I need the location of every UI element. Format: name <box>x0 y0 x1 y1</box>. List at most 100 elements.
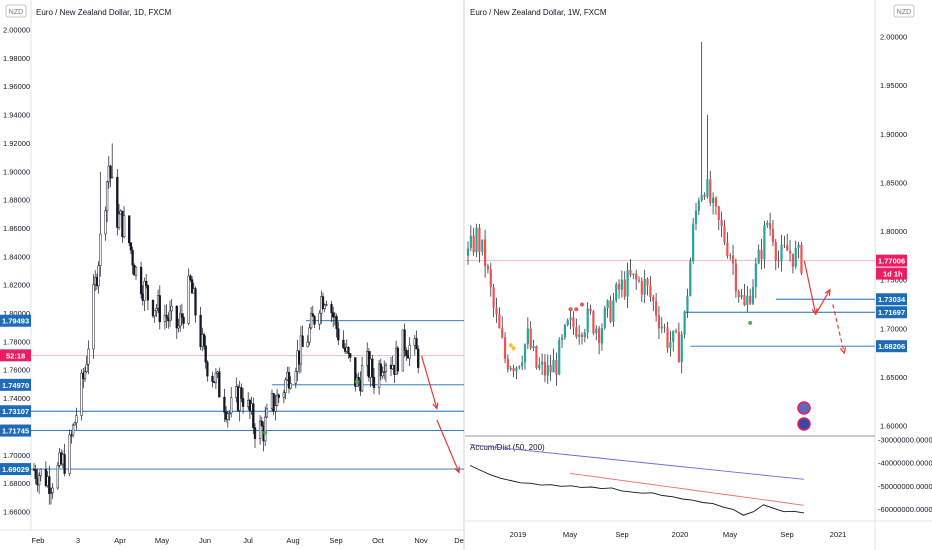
price-tick-label[interactable]: 1.65000 <box>880 373 907 382</box>
price-tick-label[interactable]: 1.78000 <box>3 337 30 346</box>
indicator-axis[interactable]: -30000000.000000 -40000000.000000 -5000000… <box>878 436 932 514</box>
left-chart-panel[interactable]: NZD Euro / New Zealand Dollar, 1D, FXCM … <box>0 0 465 550</box>
price-tick-label[interactable]: 1.92000 <box>3 139 30 148</box>
candle-body <box>783 244 786 246</box>
time-tick-label[interactable]: 2020 <box>672 530 689 539</box>
right-price-axis[interactable]: 2.00000 1.95000 1.90000 1.85000 1.80000 1.750… <box>880 33 907 431</box>
price-tick-label[interactable]: 1.88000 <box>3 196 30 205</box>
currency-badge[interactable]: NZD <box>5 4 27 18</box>
currency-badge[interactable]: NZD <box>893 4 915 18</box>
projection-arrow[interactable] <box>421 355 438 409</box>
candle-body <box>274 405 277 412</box>
indicator-title[interactable]: Accum/Dist (50, 200) <box>470 443 545 452</box>
time-tick-label[interactable]: Apr <box>114 536 126 545</box>
candle-body <box>481 239 484 252</box>
price-tick-label[interactable]: 1.85000 <box>880 178 907 187</box>
price-tick-label[interactable]: 1.94000 <box>3 111 30 120</box>
candle-body <box>538 364 541 369</box>
price-tick-label[interactable]: 1.70000 <box>3 451 30 460</box>
candle-body <box>746 295 749 306</box>
candle-body <box>92 284 95 350</box>
time-tick-label[interactable]: May <box>563 530 577 539</box>
price-tick-label[interactable]: 1.96000 <box>3 82 30 91</box>
candle-body <box>555 360 558 375</box>
price-tick-label[interactable]: 1.82000 <box>3 281 30 290</box>
price-tick-label[interactable]: 1.76000 <box>3 366 30 375</box>
price-tick-label[interactable]: 1.98000 <box>3 54 30 63</box>
candle-body <box>264 416 267 442</box>
price-tick-label[interactable]: 1.95000 <box>880 81 907 90</box>
candle-body <box>734 263 737 292</box>
indicator-tick-label[interactable]: -50000000.000000 <box>878 482 932 491</box>
time-tick-label[interactable]: 3 <box>76 536 80 545</box>
right-projection-arrows[interactable] <box>803 260 847 355</box>
candle-body <box>56 464 59 489</box>
right-horizontal-levels[interactable] <box>465 260 875 347</box>
time-tick-label[interactable]: Jul <box>243 536 253 545</box>
projection-arrow[interactable] <box>815 289 831 315</box>
candle-body <box>723 226 726 243</box>
candle-body <box>284 379 287 393</box>
time-tick-label[interactable]: Nov <box>414 536 428 545</box>
event-icon[interactable] <box>797 401 811 415</box>
candle-body <box>75 415 78 424</box>
price-tick-label[interactable]: 1.86000 <box>3 224 30 233</box>
time-tick-label[interactable]: Sep <box>329 536 342 545</box>
indicator-tick-label[interactable]: -30000000.000000 <box>878 436 932 445</box>
candle-body <box>794 247 797 267</box>
event-icon[interactable] <box>797 417 811 431</box>
right-time-axis[interactable]: 2019 May Sep 2020 May Sep 2021 <box>510 530 847 539</box>
candle-body <box>692 223 695 262</box>
projection-arrow[interactable] <box>803 260 817 315</box>
time-tick-label[interactable]: Feb <box>32 536 45 545</box>
projection-arrow[interactable] <box>832 304 845 354</box>
candle-body <box>717 206 720 220</box>
left-projection-arrows[interactable] <box>421 355 460 474</box>
time-tick-label[interactable]: 2019 <box>510 530 527 539</box>
price-tick-label[interactable]: 1.66000 <box>3 508 30 517</box>
projection-arrow[interactable] <box>436 419 460 473</box>
candle-body <box>592 311 595 334</box>
price-tick-label[interactable]: 1.90000 <box>880 130 907 139</box>
price-tick-label[interactable]: 1.74000 <box>3 394 30 403</box>
time-tick-label[interactable]: Oct <box>372 536 385 545</box>
price-tick-label[interactable]: 1.70000 <box>880 324 907 333</box>
price-tick-label[interactable]: 1.68000 <box>3 479 30 488</box>
price-tick-label[interactable]: 1.60000 <box>880 422 907 431</box>
candle-body <box>503 337 507 359</box>
event-icons[interactable] <box>797 401 811 431</box>
left-time-axis[interactable]: Feb 3 Apr May Jun Jul Aug Sep Oct Nov De <box>32 536 464 545</box>
candle-body <box>337 328 340 341</box>
time-tick-label[interactable]: Aug <box>286 536 299 545</box>
candle-body <box>252 403 255 428</box>
price-tick-label[interactable]: 2.00000 <box>880 33 907 42</box>
price-tick-label[interactable]: 1.75000 <box>880 276 907 285</box>
time-tick-label[interactable]: De <box>454 536 464 545</box>
time-tick-label[interactable]: Jun <box>199 536 211 545</box>
candle-body <box>606 300 609 309</box>
time-tick-label[interactable]: May <box>155 536 169 545</box>
chart-title: Euro / New Zealand Dollar, 1W, FXCM <box>470 8 607 17</box>
candle-body <box>617 284 621 290</box>
time-tick-label[interactable]: May <box>723 530 737 539</box>
candle-body <box>672 330 675 342</box>
indicator-tick-label[interactable]: -40000000.000000 <box>878 459 932 468</box>
candle-body <box>39 468 42 476</box>
price-tick-label[interactable]: 1.80000 <box>3 309 30 318</box>
indicator-tick-label[interactable]: -60000000.000000 <box>878 505 932 514</box>
price-tick-label[interactable]: 2.00000 <box>3 26 30 35</box>
candle-body <box>757 249 760 264</box>
price-tick-label[interactable]: 1.84000 <box>3 252 30 261</box>
time-tick-label[interactable]: 2021 <box>830 530 847 539</box>
candle-body <box>309 313 313 329</box>
price-tick-label[interactable]: 1.90000 <box>3 167 30 176</box>
price-tick-label[interactable]: 1.80000 <box>880 227 907 236</box>
candle-body <box>475 227 478 253</box>
candle-body <box>49 492 53 494</box>
time-tick-label[interactable]: Sep <box>615 530 628 539</box>
left-horizontal-levels[interactable] <box>31 320 464 470</box>
candle-body <box>760 249 763 260</box>
time-tick-label[interactable]: Sep <box>780 530 793 539</box>
right-chart-panel[interactable]: NZD Euro / New Zealand Dollar, 1W, FXCM … <box>465 0 932 550</box>
